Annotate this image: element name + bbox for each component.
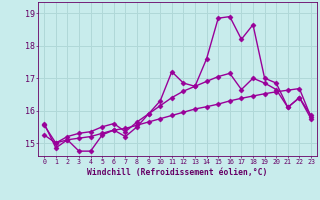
X-axis label: Windchill (Refroidissement éolien,°C): Windchill (Refroidissement éolien,°C)	[87, 168, 268, 177]
